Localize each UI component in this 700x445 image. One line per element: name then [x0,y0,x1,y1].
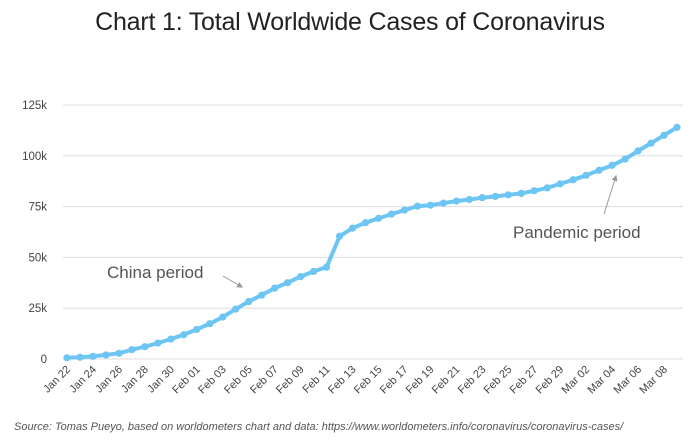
gridlines [63,104,683,360]
data-point [284,279,292,287]
data-point [595,166,603,174]
x-tick-label: Feb 07 [248,364,281,397]
data-point [245,297,253,306]
data-point [63,354,71,362]
data-point [322,263,331,271]
data-point [491,192,499,201]
data-point [452,197,460,205]
data-point [89,352,97,360]
x-tick-label: Jan 28 [119,364,151,396]
data-point [154,339,162,347]
data-point [102,351,110,359]
data-point [608,161,616,169]
y-tick-label: 0 [41,354,47,366]
annotation-china-period: China period [107,263,203,282]
data-point [271,284,279,292]
data-point [258,291,266,299]
x-tick-label: Mar 08 [637,364,670,397]
data-point [180,331,188,339]
x-tick-label: Feb 27 [508,364,541,397]
data-point [478,194,486,202]
data-point [439,199,447,207]
x-tick-label: Feb 29 [534,364,567,397]
data-point [647,139,655,147]
data-point [193,325,201,334]
data-point [582,171,590,179]
data-point [115,349,123,357]
x-tick-label: Feb 15 [352,364,385,397]
annotations: China period Pandemic period [107,174,641,288]
x-tick-label: Mar 06 [611,364,644,397]
x-tick-label: Feb 23 [456,364,489,397]
data-point [556,180,564,188]
data-point [167,335,175,343]
data-point [309,267,318,276]
data-point [297,273,305,281]
data-point [361,219,370,227]
x-tick-label: Feb 09 [274,364,307,397]
x-tick-label: Feb 03 [196,364,229,397]
y-axis-ticks: 0 25k 50k 75k 100k 125k [22,100,47,366]
data-point [530,187,538,195]
x-tick-label: Jan 24 [67,364,99,396]
data-point [219,313,227,321]
x-tick-label: Feb 21 [430,364,463,397]
data-point [141,343,149,351]
data-point [76,353,84,361]
series-cases [63,123,681,362]
data-point [621,155,629,163]
x-tick-label: Feb 05 [222,364,255,397]
y-tick-label: 125k [22,100,47,112]
series-line [65,125,679,360]
data-point [634,147,642,155]
x-tick-label: Feb 25 [482,364,515,397]
x-tick-label: Feb 19 [404,364,437,397]
data-point [348,224,357,232]
x-tick-label: Mar 04 [586,364,619,397]
arrow-pandemic-period [603,174,618,215]
y-tick-label: 50k [28,252,47,264]
x-tick-label: Jan 26 [93,364,125,396]
data-point [569,176,577,184]
data-point [504,191,512,199]
data-point [232,305,240,313]
data-point [374,214,383,222]
data-point [517,189,525,197]
data-point [673,123,681,131]
x-tick-label: Feb 01 [170,364,203,397]
data-point [413,202,422,210]
data-point [128,346,136,354]
x-tick-label: Feb 13 [326,364,359,397]
x-tick-label: Jan 22 [41,364,73,396]
annotation-pandemic-period: Pandemic period [513,223,641,242]
data-point [400,206,409,214]
data-point [660,131,668,139]
data-point [206,320,214,328]
data-point [335,232,344,240]
chart-title: Chart 1: Total Worldwide Cases of Corona… [95,8,605,36]
x-tick-label: Mar 02 [560,364,593,397]
y-tick-label: 75k [28,202,47,214]
arrow-china-period [222,275,244,288]
y-tick-label: 25k [28,303,47,315]
y-tick-label: 100k [22,151,47,163]
data-point [543,184,551,192]
data-point [387,210,396,218]
data-point [465,195,473,204]
data-point [426,201,435,209]
x-tick-label: Feb 17 [378,364,411,397]
source-note: Source: Tomas Pueyo, based on worldomete… [14,421,624,433]
